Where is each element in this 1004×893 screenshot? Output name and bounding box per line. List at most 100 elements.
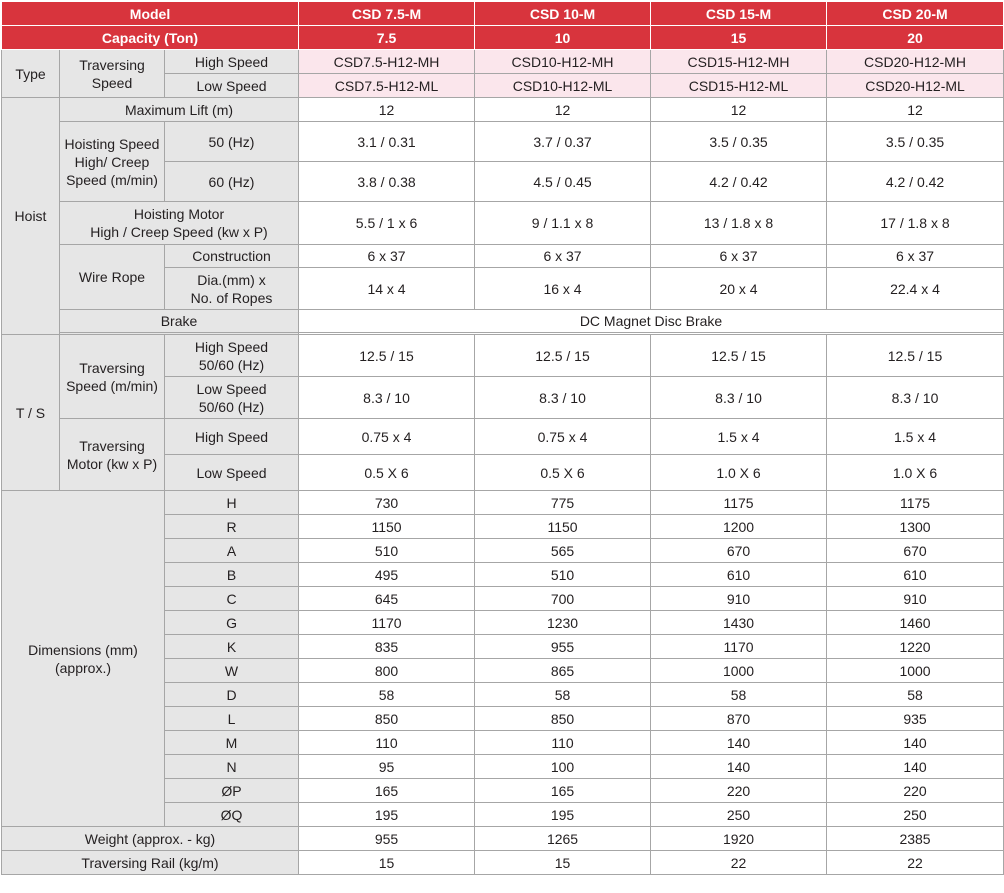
- ts-low-speed-row: Low Speed 50/60 (Hz) 8.3 / 10 8.3 / 10 8…: [2, 376, 1004, 419]
- dim-value: 1230: [474, 610, 652, 635]
- dim-row: W 800 865 1000 1000: [2, 658, 1004, 683]
- dim-value: 1430: [650, 610, 828, 635]
- hoisting-motor-label-line2: High / Creep Speed (kw x P): [90, 224, 268, 240]
- dim-value: 865: [474, 658, 652, 683]
- hoisting-motor-label-line1: Hoisting Motor: [133, 206, 225, 222]
- dim-value: 670: [650, 538, 828, 563]
- capacity-row: Capacity (Ton) 7.5 10 15 20: [0, 25, 1004, 50]
- hoist-50hz-row: Hoisting Speed High/ Creep Speed (m/min)…: [2, 121, 1004, 202]
- ts-motor-high-value: 0.75 x 4: [298, 418, 476, 455]
- type-low-speed-label: Low Speed: [163, 73, 300, 98]
- dim-value: 1170: [650, 634, 828, 659]
- type-low-value: CSD7.5-H12-ML: [298, 73, 476, 98]
- dimensions-label-line1: Dimensions (mm): [28, 641, 138, 658]
- ts-high-speed-row: T / S Traversing Speed (m/min) High Spee…: [1, 334, 1004, 491]
- dim-value: 1460: [826, 610, 1004, 635]
- dim-value: 1150: [474, 514, 652, 539]
- dim-value: 870: [650, 706, 828, 731]
- weight-value: 1265: [474, 826, 652, 851]
- dim-value: 95: [298, 754, 476, 779]
- hoisting-speed-label: Hoisting Speed High/ Creep Speed (m/min): [59, 121, 165, 202]
- dim-value: 910: [650, 586, 828, 611]
- dim-value: 1220: [826, 634, 1004, 659]
- dim-value: 140: [650, 754, 828, 779]
- model-name: CSD 15-M: [650, 1, 828, 26]
- brake-label: Brake: [58, 309, 300, 333]
- capacity-label: Capacity (Ton): [0, 25, 300, 50]
- ts-motor-low-label: Low Speed: [163, 454, 300, 491]
- ts-high-speed-label: High Speed 50/60 (Hz): [163, 334, 300, 377]
- type-high-speed-label: High Speed: [163, 49, 300, 74]
- construction-value: 6 x 37: [650, 244, 828, 268]
- brake-row: Brake DC Magnet Disc Brake: [2, 309, 1004, 333]
- hz50-value: 3.1 / 0.31: [298, 121, 476, 162]
- ts-low-speed-label-line2: 50/60 (Hz): [198, 398, 265, 415]
- dim-value: 1175: [650, 490, 828, 515]
- ts-motor-high-label: High Speed: [163, 418, 300, 455]
- rope-dia-value: 22.4 x 4: [826, 267, 1004, 310]
- dim-value: 850: [298, 706, 476, 731]
- ts-motor-high-row: Traversing Motor (kw x P) High Speed 0.7…: [2, 418, 1004, 491]
- construction-row: Wire Rope Construction 6 x 37 6 x 37 6 x…: [2, 244, 1004, 310]
- dim-label: N: [163, 754, 300, 779]
- dim-value: 110: [298, 730, 476, 755]
- dim-value: 510: [474, 562, 652, 587]
- dim-value: 140: [826, 754, 1004, 779]
- hz50-label: 50 (Hz): [163, 121, 300, 162]
- hz60-value: 3.8 / 0.38: [298, 161, 476, 202]
- dim-label: B: [163, 562, 300, 587]
- dim-row: K 835 955 1170 1220: [2, 634, 1004, 659]
- hz60-value: 4.5 / 0.45: [474, 161, 652, 202]
- dim-value: 140: [650, 730, 828, 755]
- rope-dia-label-line2: No. of Ropes: [190, 289, 273, 306]
- capacity-value: 15: [650, 25, 828, 50]
- type-high-value: CSD10-H12-MH: [474, 49, 652, 74]
- dim-value: 510: [298, 538, 476, 563]
- brake-value: DC Magnet Disc Brake: [298, 309, 1004, 333]
- hoist-motor-row: Hoisting Motor High / Creep Speed (kw x …: [2, 201, 1004, 245]
- ts-low-speed-value: 8.3 / 10: [298, 376, 476, 419]
- capacity-value: 20: [826, 25, 1004, 50]
- construction-value: 6 x 37: [474, 244, 652, 268]
- wire-rope-label: Wire Rope: [59, 244, 165, 310]
- ts-motor-low-value: 0.5 X 6: [474, 454, 652, 491]
- dim-label: L: [163, 706, 300, 731]
- dim-label: ØQ: [163, 802, 300, 827]
- dim-value: 220: [650, 778, 828, 803]
- dim-value: 1300: [826, 514, 1004, 539]
- dim-value: 730: [298, 490, 476, 515]
- dim-value: 1000: [826, 658, 1004, 683]
- max-lift-value: 12: [826, 97, 1004, 122]
- max-lift-value: 12: [298, 97, 476, 122]
- dim-value: 1170: [298, 610, 476, 635]
- dim-row: D 58 58 58 58: [2, 682, 1004, 707]
- dim-value: 610: [826, 562, 1004, 587]
- rail-row: Traversing Rail (kg/m) 15 15 22 22: [0, 850, 1004, 875]
- dim-row: ØP 165 165 220 220: [2, 778, 1004, 803]
- dim-value: 165: [298, 778, 476, 803]
- dim-label: D: [163, 682, 300, 707]
- hz50-value: 3.7 / 0.37: [474, 121, 652, 162]
- hz60-label: 60 (Hz): [163, 161, 300, 202]
- dim-row: L 850 850 870 935: [2, 706, 1004, 731]
- hoist-motor-value: 13 / 1.8 x 8: [650, 201, 828, 245]
- rail-value: 22: [826, 850, 1004, 875]
- ts-motor-label: Traversing Motor (kw x P): [59, 418, 165, 491]
- dim-value: 100: [474, 754, 652, 779]
- ts-low-speed-value: 8.3 / 10: [826, 376, 1004, 419]
- dim-value: 800: [298, 658, 476, 683]
- dim-label: M: [163, 730, 300, 755]
- dim-value: 250: [826, 802, 1004, 827]
- dim-row: C 645 700 910 910: [2, 586, 1004, 611]
- type-high-value: CSD7.5-H12-MH: [298, 49, 476, 74]
- ts-high-speed-label-line2: 50/60 (Hz): [198, 356, 265, 373]
- dim-value: 195: [298, 802, 476, 827]
- capacity-value: 10: [474, 25, 652, 50]
- type-traversing-speed-label: Traversing Speed: [59, 49, 165, 98]
- dim-value: 610: [650, 562, 828, 587]
- ts-high-speed-value: 12.5 / 15: [826, 334, 1004, 377]
- model-name: CSD 20-M: [826, 1, 1004, 26]
- spec-table: Model CSD 7.5-M CSD 10-M CSD 15-M CSD 20…: [0, 1, 1004, 875]
- model-row: Model CSD 7.5-M CSD 10-M CSD 15-M CSD 20…: [0, 1, 1004, 26]
- weight-value: 955: [298, 826, 476, 851]
